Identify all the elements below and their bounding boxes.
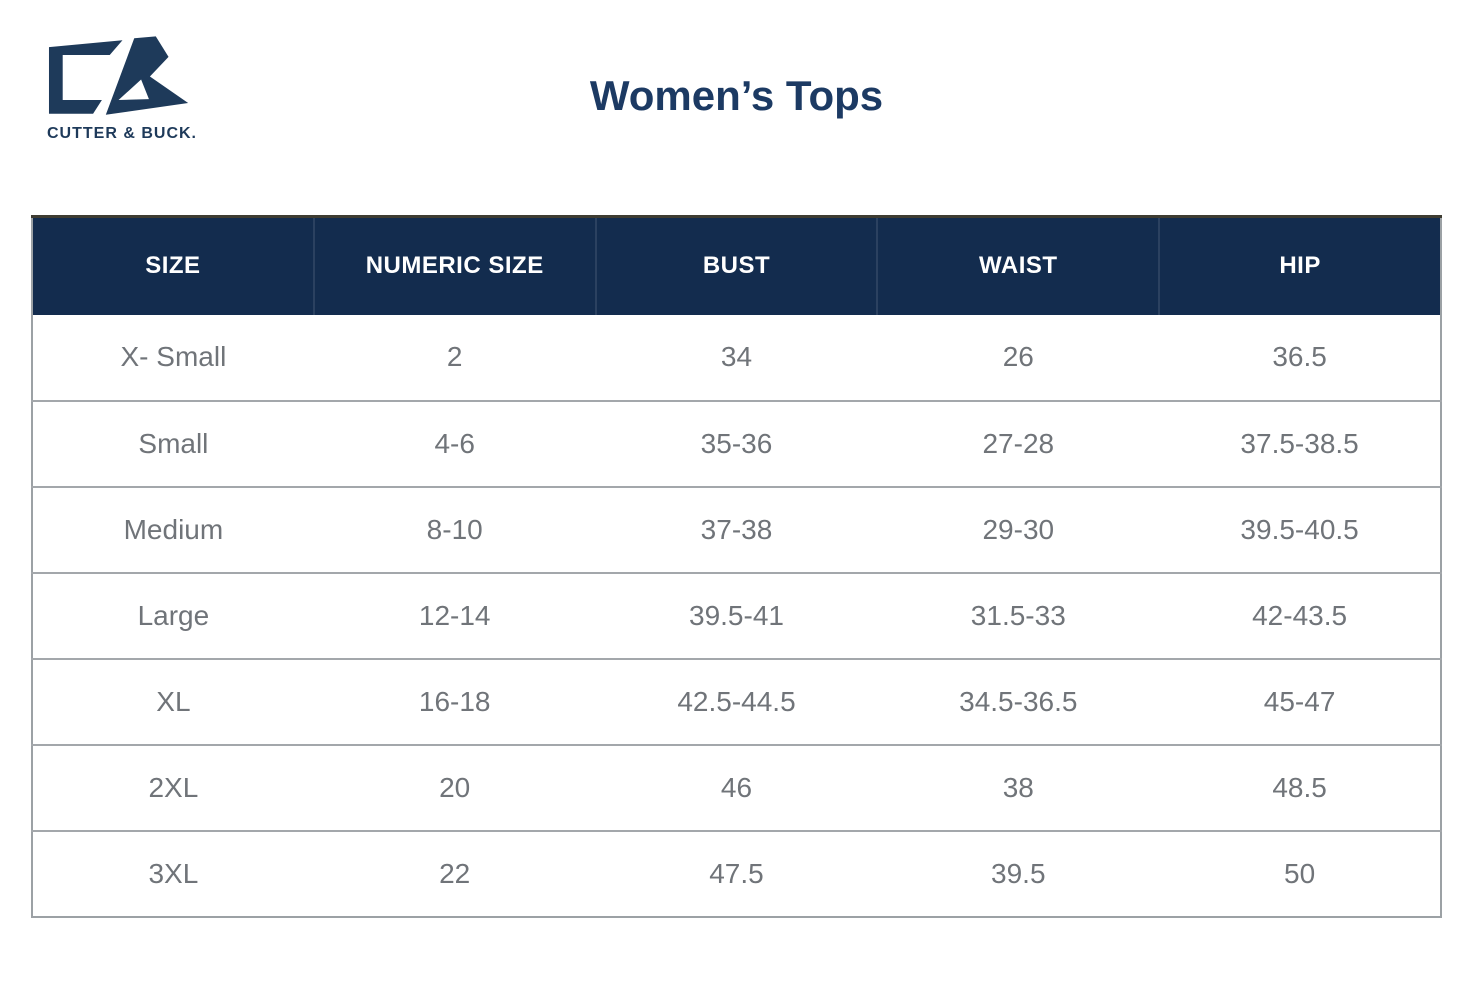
measurement-cell: 27-28 bbox=[877, 399, 1160, 487]
size-label-cell: Large bbox=[32, 571, 314, 659]
measurement-cell: 2 bbox=[313, 314, 596, 401]
measurement-cell: 37-38 bbox=[595, 485, 878, 573]
table-row: 2XL 20 46 38 48.5 bbox=[32, 743, 1441, 831]
measurement-cell: 29-30 bbox=[877, 485, 1160, 573]
table-row: Large 12-14 39.5-41 31.5-33 42-43.5 bbox=[32, 571, 1441, 659]
size-label-cell: XL bbox=[32, 657, 314, 745]
column-header-numeric-size: NUMERIC SIZE bbox=[312, 216, 596, 315]
measurement-cell: 4-6 bbox=[313, 399, 596, 487]
size-label-cell: Small bbox=[32, 399, 314, 487]
column-header-hip: HIP bbox=[1158, 216, 1441, 315]
page-title: Women’s Tops bbox=[589, 72, 884, 119]
table-header-row: SIZE NUMERIC SIZE BUST WAIST HIP bbox=[32, 216, 1441, 315]
measurement-cell: 20 bbox=[313, 743, 596, 831]
measurement-cell: 47.5 bbox=[595, 829, 878, 917]
measurement-cell: 31.5-33 bbox=[877, 571, 1160, 659]
column-header-waist: WAIST bbox=[876, 216, 1160, 315]
size-label-cell: Medium bbox=[32, 485, 314, 573]
measurement-cell: 42.5-44.5 bbox=[595, 657, 878, 745]
column-header-bust: BUST bbox=[594, 216, 878, 315]
cutter-buck-monogram-icon bbox=[48, 36, 189, 115]
size-label-cell: X- Small bbox=[32, 314, 314, 401]
table-row: XL 16-18 42.5-44.5 34.5-36.5 45-47 bbox=[32, 657, 1441, 745]
size-chart-table: SIZE NUMERIC SIZE BUST WAIST HIP X- Small 2 34… bbox=[31, 215, 1442, 918]
table-row: Medium 8-10 37-38 29-30 39.5-40.5 bbox=[32, 485, 1441, 573]
column-header-size: SIZE bbox=[32, 216, 314, 315]
brand-wordmark: CUTTER & BUCK. bbox=[47, 125, 197, 142]
measurement-cell: 48.5 bbox=[1159, 743, 1441, 831]
measurement-cell: 39.5-40.5 bbox=[1159, 485, 1441, 573]
measurement-cell: 39.5-41 bbox=[595, 571, 878, 659]
measurement-cell: 34.5-36.5 bbox=[877, 657, 1160, 745]
measurement-cell: 45-47 bbox=[1159, 657, 1441, 745]
table-row: 3XL 22 47.5 39.5 50 bbox=[32, 829, 1441, 917]
measurement-cell: 36.5 bbox=[1159, 314, 1441, 401]
measurement-cell: 26 bbox=[877, 314, 1160, 401]
size-label-cell: 2XL bbox=[32, 743, 314, 831]
brand-logo: CUTTER & BUCK. bbox=[47, 36, 207, 143]
measurement-cell: 46 bbox=[595, 743, 878, 831]
table-row: X- Small 2 34 26 36.5 bbox=[32, 314, 1441, 401]
measurement-cell: 34 bbox=[595, 314, 878, 401]
measurement-cell: 42-43.5 bbox=[1159, 571, 1441, 659]
size-chart-table-body: X- Small 2 34 26 36.5 Small 4-6 35-36 27-28 37.5-… bbox=[32, 314, 1441, 917]
size-label-cell: 3XL bbox=[32, 829, 314, 917]
table-row: Small 4-6 35-36 27-28 37.5-38.5 bbox=[32, 399, 1441, 487]
measurement-cell: 16-18 bbox=[313, 657, 596, 745]
measurement-cell: 8-10 bbox=[313, 485, 596, 573]
measurement-cell: 35-36 bbox=[595, 399, 878, 487]
measurement-cell: 12-14 bbox=[313, 571, 596, 659]
measurement-cell: 50 bbox=[1159, 829, 1441, 917]
size-chart-page: CUTTER & BUCK. Women’s Tops SIZE NUMERIC … bbox=[0, 0, 1473, 918]
measurement-cell: 39.5 bbox=[877, 829, 1160, 917]
measurement-cell: 37.5-38.5 bbox=[1159, 399, 1441, 487]
page-header: CUTTER & BUCK. Women’s Tops bbox=[0, 0, 1473, 215]
measurement-cell: 38 bbox=[877, 743, 1160, 831]
size-chart-table-head: SIZE NUMERIC SIZE BUST WAIST HIP bbox=[32, 216, 1441, 315]
measurement-cell: 22 bbox=[313, 829, 596, 917]
